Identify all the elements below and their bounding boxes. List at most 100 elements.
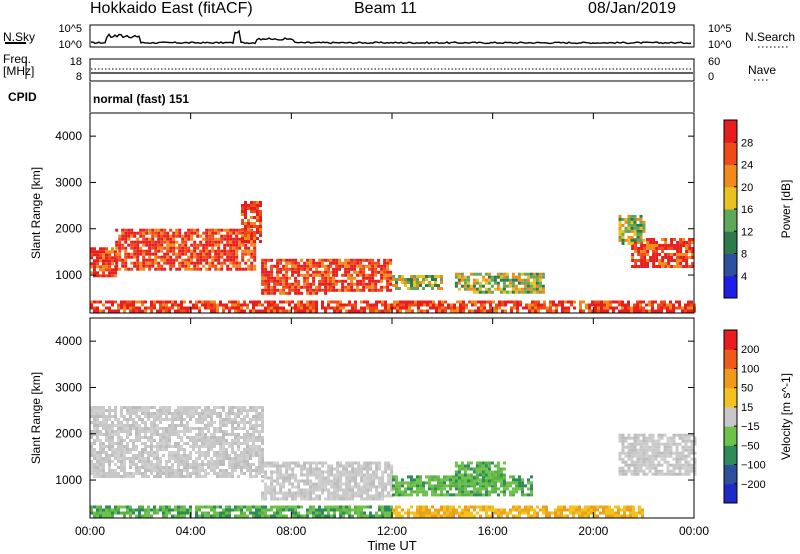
range-cell [102,271,105,275]
range-cell [484,290,488,294]
range-cell [216,475,219,478]
range-cell [336,464,340,468]
range-cell [294,279,298,283]
range-cell [93,451,96,454]
range-cell [204,514,207,518]
range-cell [153,424,156,427]
range-cell [246,303,249,307]
range-cell [276,505,279,509]
range-cell [526,272,530,276]
range-cell [362,285,366,289]
range-cell [136,264,140,268]
range-cell [519,303,522,307]
range-cell [169,243,173,247]
range-cell [244,216,247,219]
range-cell [652,259,656,262]
range-cell [213,433,216,436]
range-cell [157,261,161,265]
range-cell [228,406,231,409]
range-cell [375,303,378,307]
range-cell [90,436,93,439]
range-cell [303,303,306,307]
range-cell [135,469,138,472]
range-cell [642,451,646,455]
range-cell [204,412,207,415]
range-cell [660,454,664,458]
range-cell [154,261,158,265]
range-cell [443,487,446,491]
range-cell [93,253,96,257]
range-cell [171,451,174,454]
range-cell [159,303,162,307]
range-cell [282,508,285,512]
range-cell [247,240,250,243]
range-cell [105,451,108,454]
range-cell [196,261,200,265]
range-cell [643,259,647,262]
range-cell [144,442,147,445]
range-cell [93,412,96,415]
range-cell [478,464,482,468]
range-cell [479,487,482,491]
range-cell [372,482,376,486]
range-cell [618,214,622,218]
range-cell [162,448,165,451]
range-cell [494,478,497,482]
range-cell [162,514,165,518]
range-cell [258,430,261,433]
range-cell [186,472,189,475]
range-cell [360,479,364,483]
range-cell [174,433,177,436]
range-cell [413,278,416,281]
range-cell [383,285,387,289]
range-cell [238,243,242,247]
range-cell [126,472,129,475]
range-cell [362,267,366,271]
range-cell [300,467,304,471]
range-cell [102,424,105,427]
range-cell [217,243,221,247]
range-cell [312,306,315,310]
range-cell [336,306,339,310]
range-cell [273,511,276,515]
range-cell [344,270,348,274]
range-cell [618,223,622,227]
range-cell [371,276,375,280]
range-cell [434,511,437,515]
range-cell [481,461,485,465]
range-cell [226,264,230,268]
range-cell [548,514,551,518]
range-cell [389,270,393,274]
range-cell [366,485,370,489]
range-cell [351,476,355,480]
range-cell [213,451,216,454]
range-cell [660,451,664,455]
range-cell [114,433,117,436]
range-cell [642,448,646,452]
range-cell [480,306,483,310]
range-cell [102,262,105,266]
range-cell [676,262,680,265]
range-cell [148,261,152,265]
range-cell [154,240,158,244]
range-cell [169,228,173,232]
range-cell [255,415,258,418]
range-cell [291,476,295,480]
range-cell [279,309,282,313]
range-cell [279,291,283,295]
range-cell [555,306,558,310]
range-cell [395,493,398,497]
range-cell [312,276,316,280]
range-cell [407,487,410,491]
range-cell [211,228,215,232]
range-cell [345,470,349,474]
range-cell [138,511,141,515]
range-cell [270,273,274,277]
range-cell [663,454,667,458]
range-cell [514,290,518,294]
range-cell [309,267,313,271]
range-cell [210,466,213,469]
range-cell [359,264,363,268]
range-cell [681,472,685,476]
range-cell [357,470,361,474]
